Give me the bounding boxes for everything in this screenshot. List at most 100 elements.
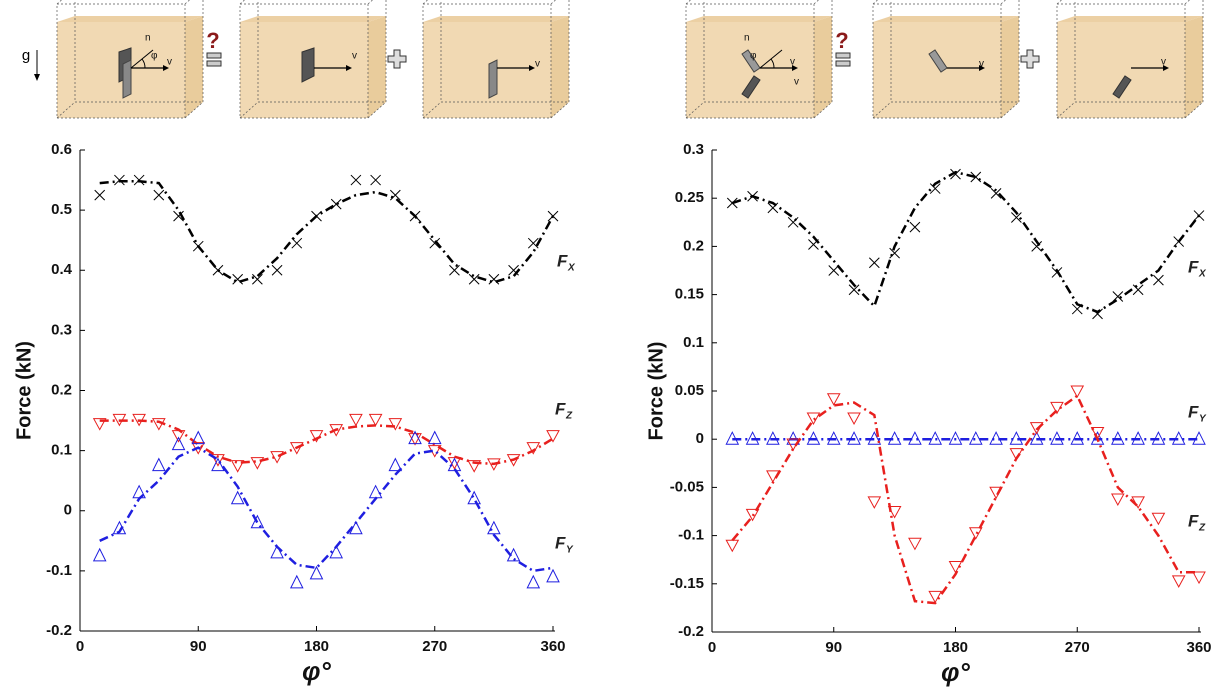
x-tick-label: 0 <box>76 638 84 655</box>
question-mark: ? <box>835 28 848 53</box>
data-marker <box>232 273 244 285</box>
data-marker <box>1009 448 1024 461</box>
marker-stroke <box>527 237 539 249</box>
box-edge <box>1056 3 1186 119</box>
fluid-side <box>1185 16 1203 118</box>
data-marker <box>887 506 902 519</box>
box-illustration: v <box>872 0 1020 119</box>
data-marker <box>449 264 460 276</box>
data-marker <box>826 431 841 445</box>
data-marker <box>467 490 481 505</box>
data-marker <box>271 264 283 276</box>
data-marker <box>309 430 324 443</box>
data-marker <box>289 574 304 589</box>
marker-stroke <box>909 221 921 233</box>
data-marker <box>847 412 861 426</box>
data-marker <box>546 568 560 583</box>
data-marker <box>1193 210 1205 221</box>
data-marker <box>250 514 265 529</box>
plate <box>741 75 761 99</box>
marker-stroke <box>212 264 224 276</box>
data-marker <box>487 520 501 535</box>
data-marker <box>291 237 303 249</box>
fit-line <box>99 419 554 466</box>
marker-stroke <box>330 198 342 210</box>
data-marker <box>173 210 184 222</box>
data-marker <box>289 442 304 455</box>
data-marker <box>388 418 403 431</box>
data-marker <box>909 221 921 233</box>
data-marker <box>309 565 324 580</box>
marker-stroke <box>828 265 840 276</box>
data-marker <box>970 171 982 183</box>
data-marker <box>1090 431 1105 445</box>
data-marker <box>766 431 780 445</box>
y-axis-title: Force (kN) <box>645 342 667 441</box>
x-tick-label: 0 <box>708 639 716 656</box>
data-marker <box>526 442 541 455</box>
angle-arc <box>770 58 775 69</box>
series-label: F <box>555 399 566 418</box>
data-marker <box>230 490 245 505</box>
data-marker <box>1029 431 1044 445</box>
equals-sign <box>835 60 851 67</box>
fit-line <box>731 393 1199 605</box>
data-marker <box>487 458 501 471</box>
fluid-top <box>1057 16 1203 22</box>
marker-stroke <box>271 264 283 276</box>
x-tick-label: 360 <box>1186 639 1211 656</box>
data-marker <box>252 273 263 285</box>
box-edge <box>890 0 1020 103</box>
data-marker <box>1070 431 1085 445</box>
data-marker <box>889 247 900 259</box>
y-tick-label: 0.2 <box>51 381 72 398</box>
series-label: F <box>1188 257 1199 276</box>
equals-sign <box>206 60 222 67</box>
data-marker <box>349 413 363 427</box>
fluid-side <box>185 16 203 118</box>
data-marker <box>1029 422 1044 435</box>
plate <box>1112 75 1132 99</box>
marker-stroke <box>929 183 941 194</box>
marker-stroke <box>1153 274 1164 286</box>
data-marker <box>745 508 760 522</box>
data-marker <box>112 413 127 427</box>
data-marker <box>826 393 841 406</box>
arrow-head <box>792 65 798 71</box>
data-marker <box>1031 241 1043 252</box>
data-marker <box>211 457 225 472</box>
marker-stroke <box>970 171 982 183</box>
data-marker <box>745 431 760 445</box>
marker-stroke <box>848 284 860 296</box>
y-tick-label: -0.15 <box>670 575 704 592</box>
illustration-label: v <box>790 57 795 68</box>
marker-stroke <box>1011 212 1022 223</box>
y-tick-label: 0.1 <box>683 334 704 351</box>
data-marker <box>1050 431 1064 445</box>
x-tick-label: 180 <box>304 638 329 655</box>
series-label-subscript: Z <box>565 411 573 422</box>
series-label-subscript: Y <box>566 545 574 556</box>
data-marker <box>427 430 442 445</box>
data-marker <box>526 574 541 589</box>
series-label: F <box>555 533 566 552</box>
data-marker <box>212 264 224 276</box>
question-mark: ? <box>206 28 219 53</box>
data-marker <box>408 430 422 445</box>
angle-arc <box>141 58 146 69</box>
data-marker <box>1011 212 1022 223</box>
data-marker <box>1151 512 1166 526</box>
data-marker <box>1132 284 1144 296</box>
data-marker <box>171 430 186 443</box>
data-marker <box>968 431 983 445</box>
data-marker <box>488 273 500 285</box>
illustration-label: n <box>744 33 750 44</box>
marker-stroke <box>468 273 480 285</box>
marker-stroke <box>1092 308 1103 320</box>
data-marker <box>1153 274 1164 286</box>
data-marker <box>1051 267 1063 278</box>
box-edge <box>422 3 552 119</box>
data-marker <box>329 424 344 437</box>
arrow-head <box>529 65 535 71</box>
marker-stroke <box>726 197 738 209</box>
